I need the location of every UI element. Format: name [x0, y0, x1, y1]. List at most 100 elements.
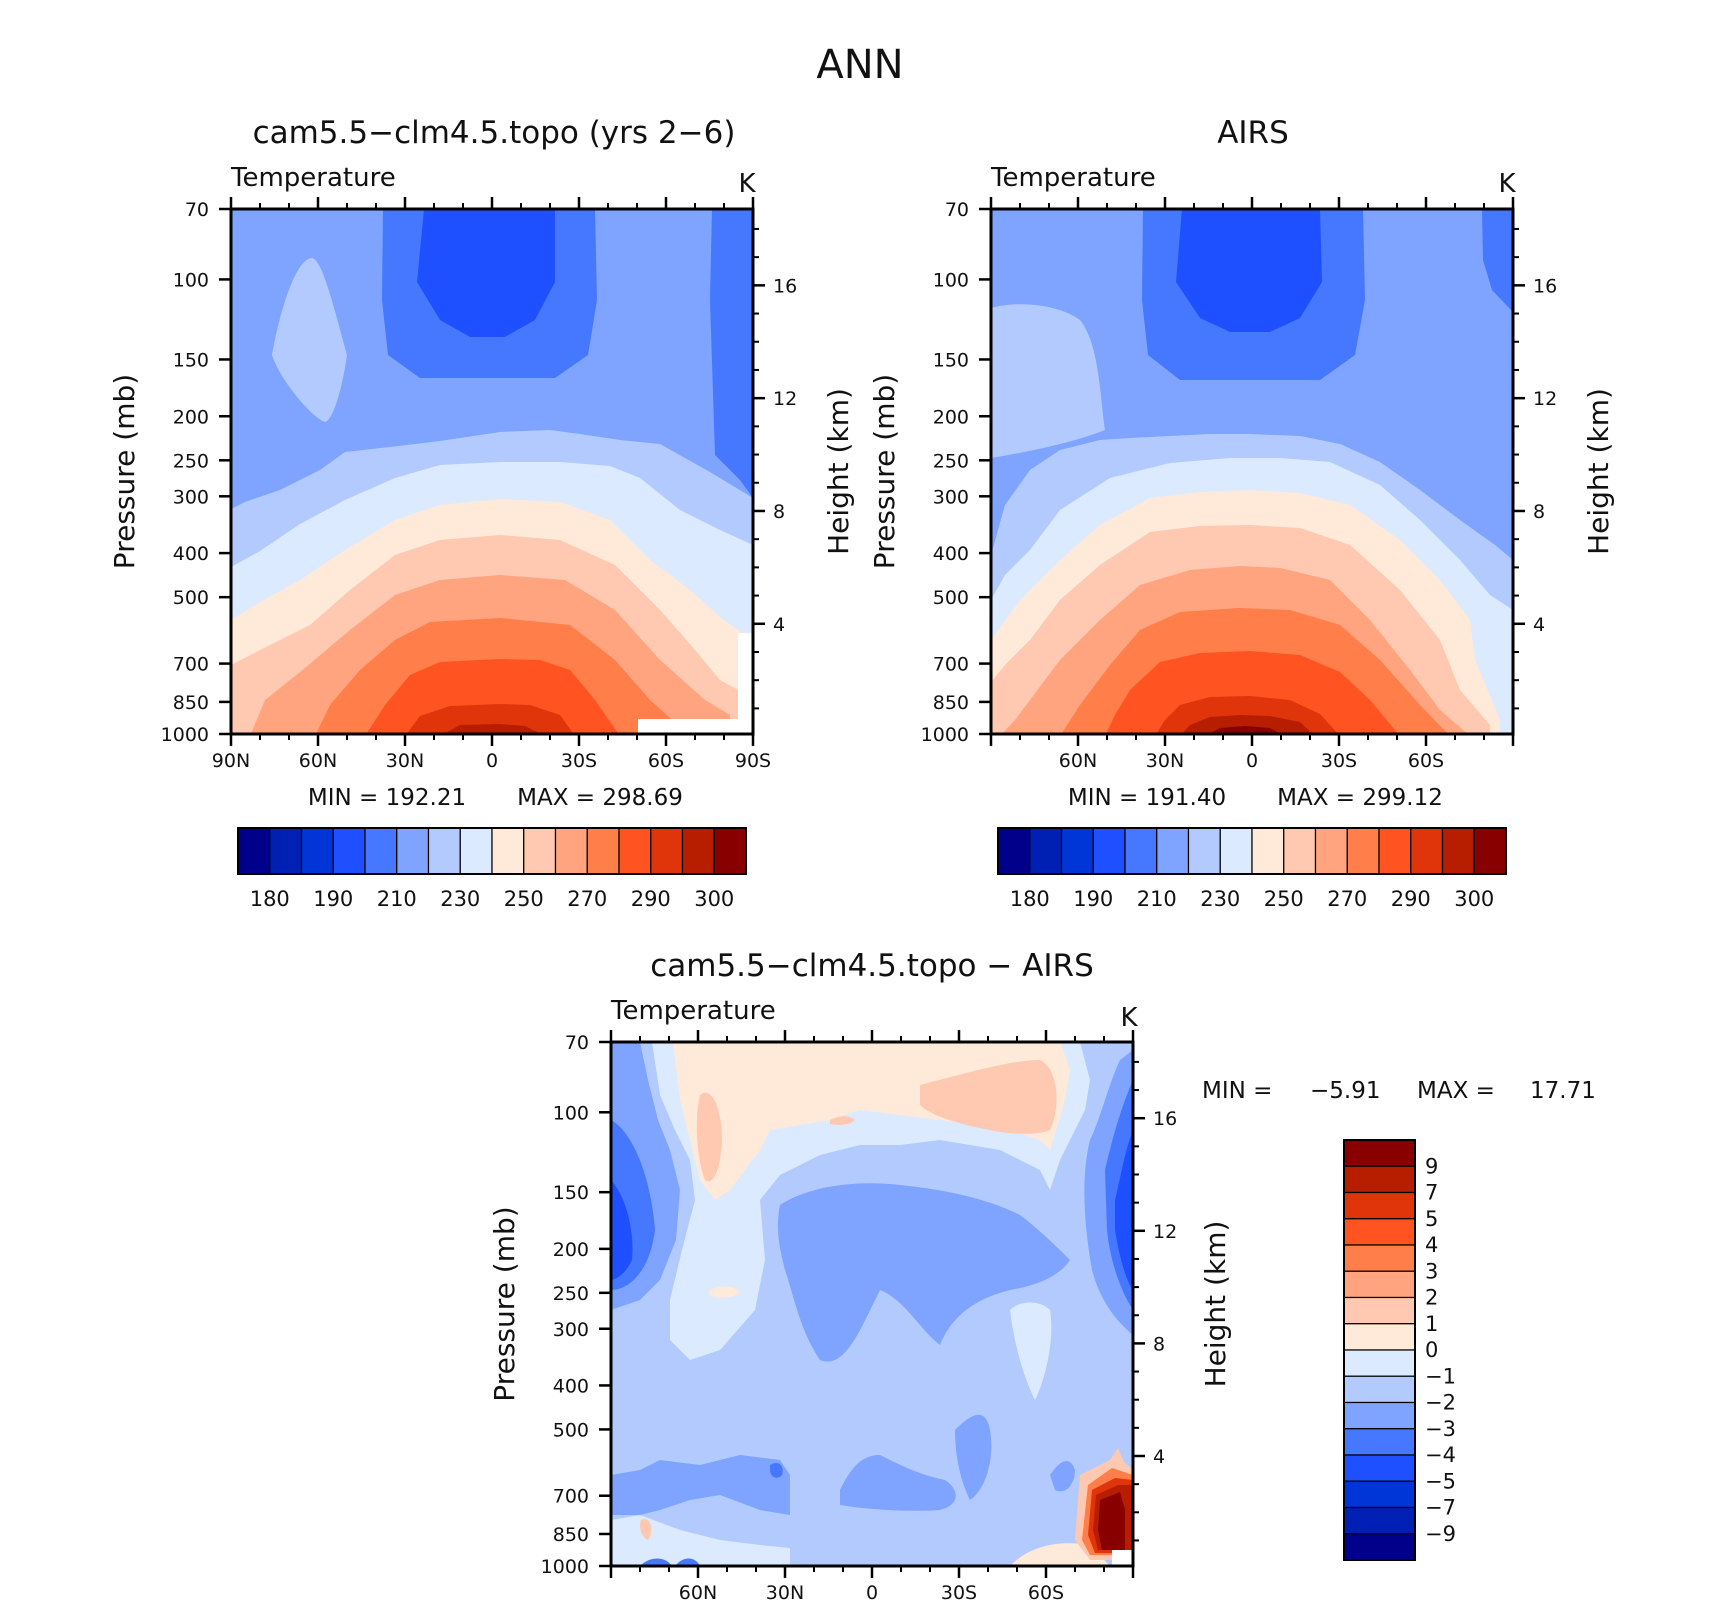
contour-band-obs	[1208, 726, 1282, 734]
x-tick-label: 30S	[1321, 750, 1357, 772]
colorbar-box	[1219, 827, 1253, 875]
colorbar-label: 190	[1073, 887, 1113, 911]
colorbar-frame	[1343, 1139, 1416, 1561]
x-tick-label: 60N	[679, 1582, 717, 1604]
colorbar-box	[997, 827, 1031, 875]
colorbar-box	[1343, 1218, 1416, 1246]
y-tick-label: 250	[173, 450, 209, 472]
colorbar-box	[396, 827, 430, 875]
panel-title-model: cam5.5−clm4.5.topo (yrs 2−6)	[253, 115, 736, 151]
panel-title-diff: cam5.5−clm4.5.topo − AIRS	[650, 948, 1094, 984]
units-label-diff: K	[1120, 1003, 1138, 1033]
colorbar-label: 290	[1391, 887, 1431, 911]
y-tick-label: 150	[173, 349, 209, 371]
colorbar-label: −9	[1425, 1522, 1456, 1546]
y-tick-label: 700	[553, 1486, 589, 1508]
contour-band-obs	[1482, 209, 1513, 312]
contour-band-model	[272, 258, 347, 422]
panel-obs: AIRS Temperature K 60N 30N 0 30S 60S 70 100 150…	[868, 115, 1615, 772]
colorbar-box	[1410, 827, 1444, 875]
x-tick-label: 0	[1246, 750, 1258, 772]
contour-band-diff	[955, 1414, 992, 1500]
contour-band-diff	[611, 1515, 790, 1566]
colorbar-box	[681, 827, 715, 875]
colorbar-box	[1343, 1454, 1416, 1482]
colorbar-frame	[237, 827, 747, 875]
y-tick-label: 1000	[541, 1556, 589, 1578]
colorbar-box	[1343, 1506, 1416, 1535]
y-tick-label: 850	[173, 692, 209, 714]
colorbar-box	[1343, 1191, 1416, 1220]
y2-axis-title: Height (km)	[822, 388, 855, 555]
y-tick-label: 1000	[921, 724, 969, 746]
colorbar-box	[427, 827, 461, 875]
colorbar-box	[332, 827, 366, 875]
panel-model: cam5.5−clm4.5.topo (yrs 2−6) Temperature…	[108, 115, 855, 772]
y-tick-label: 1000	[161, 724, 209, 746]
colorbar-model: 180 190 210 230 250 270 290 300	[237, 827, 747, 911]
contour-band-diff	[710, 1286, 740, 1298]
colorbar-box	[1378, 827, 1412, 875]
contour-field-obs	[991, 209, 1513, 734]
colorbar-box	[1343, 1270, 1416, 1299]
y-tick-label: 200	[553, 1239, 589, 1261]
x-tick-label: 0	[486, 750, 498, 772]
colorbar-box	[1343, 1296, 1416, 1325]
y-tick-label: 150	[933, 349, 969, 371]
missing-data-model	[638, 719, 753, 734]
colorbar-box	[1156, 827, 1190, 875]
colorbar-label: 9	[1425, 1154, 1438, 1178]
colorbar-label: 2	[1425, 1286, 1438, 1310]
colorbar-box	[1343, 1323, 1416, 1351]
missing-data-model	[738, 633, 753, 734]
contour-band-model	[406, 704, 574, 734]
x-tick-label: 60S	[1028, 1582, 1064, 1604]
colorbar-box	[1187, 827, 1221, 875]
y-tick-label: 700	[173, 654, 209, 676]
colorbar-label: −7	[1425, 1496, 1456, 1520]
colorbar-box	[300, 827, 334, 875]
y2-axis-title: Height (km)	[1582, 388, 1615, 555]
colorbar-label: 4	[1425, 1233, 1438, 1257]
contour-band-obs	[1176, 209, 1322, 332]
contour-band-model	[417, 209, 555, 337]
contour-band-obs	[1181, 715, 1313, 734]
y-tick-label: 700	[933, 654, 969, 676]
colorbar-box	[491, 827, 525, 875]
x-tick-label: 90N	[212, 750, 250, 772]
max-label-obs: MAX = 299.12	[1277, 785, 1443, 811]
x-tick-label: 0	[866, 1582, 878, 1604]
y-axis-title: Pressure (mb)	[868, 374, 901, 569]
colorbar-box	[1251, 827, 1285, 875]
y-tick-label: 70	[565, 1032, 589, 1054]
y-tick-label: 250	[553, 1283, 589, 1305]
max-label-model: MAX = 298.69	[517, 785, 683, 811]
units-label-obs: K	[1498, 169, 1516, 199]
x-tick-label: 60N	[1059, 750, 1097, 772]
y-tick-label: 500	[553, 1419, 589, 1441]
contour-band-model	[443, 724, 541, 734]
min-label-obs: MIN = 191.40	[1068, 785, 1226, 811]
x-tick-label: 30S	[941, 1582, 977, 1604]
colorbar-box	[650, 827, 684, 875]
y-tick-label: 300	[553, 1319, 589, 1341]
max-value-diff: 17.71	[1530, 1078, 1596, 1104]
colorbar-label: 0	[1425, 1338, 1438, 1362]
x-tick-label: 60N	[299, 750, 337, 772]
axes-obs: 60N 30N 0 30S 60S 70 100 150 200 250 300 400 500 700 8…	[868, 197, 1615, 772]
y2-tick-label: 8	[1533, 501, 1545, 523]
colorbar-label: 230	[440, 887, 480, 911]
colorbar-label: 180	[1010, 887, 1050, 911]
y-tick-label: 200	[173, 406, 209, 428]
x-tick-label: 60S	[1408, 750, 1444, 772]
colorbar-box	[1343, 1244, 1416, 1272]
contour-band-diff	[777, 1183, 1070, 1362]
colorbar-box	[1473, 827, 1507, 875]
colorbar-box	[1343, 1533, 1416, 1561]
axes-model: 90N 60N 30N 0 30S 60S 90S 70 100 150 200 250 300 400 5…	[108, 197, 855, 772]
colorbar-label: −1	[1425, 1364, 1456, 1388]
colorbar-box	[713, 827, 747, 875]
y-tick-label: 300	[933, 486, 969, 508]
y2-tick-label: 16	[1533, 275, 1557, 297]
